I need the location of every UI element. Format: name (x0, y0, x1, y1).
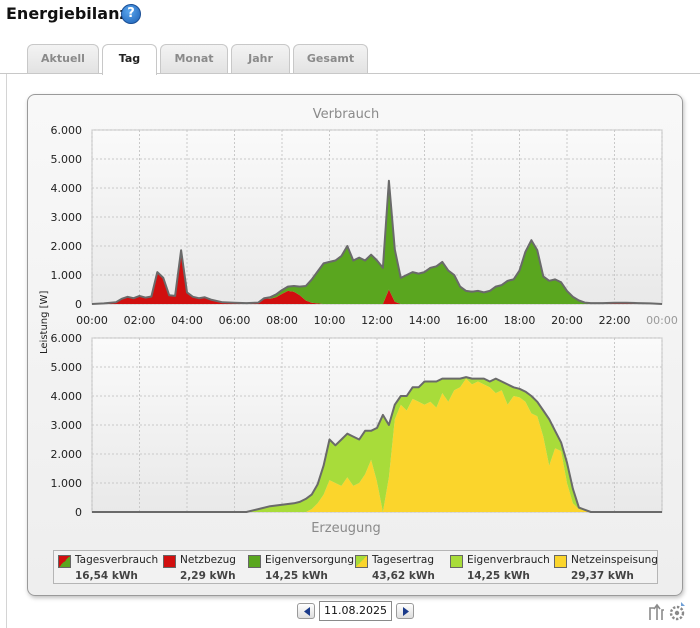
y-tick-label: 1.000 (51, 477, 83, 490)
date-field[interactable]: 11.08.2025 (319, 601, 392, 621)
x-tick-label: 14:00 (409, 314, 441, 327)
x-tick-label: 04:00 (171, 314, 203, 327)
prev-day-button[interactable] (297, 603, 315, 619)
legend-label: Eigenverbrauch (467, 554, 550, 566)
x-tick-label: 16:00 (456, 314, 488, 327)
x-tick-label: 22:00 (599, 314, 631, 327)
legend-label: Tagesverbrauch (75, 554, 159, 566)
legend-swatch-netzeinspeisung (554, 555, 567, 568)
next-day-button[interactable] (396, 603, 414, 619)
legend-item-eigenversorgung: Eigenversorgung 14,25 kWh (244, 551, 354, 585)
triangle-left-icon (304, 607, 310, 616)
y-tick-label: 4.000 (51, 182, 83, 195)
legend-swatch-tagesverbrauch (58, 555, 71, 568)
y-tick-label: 0 (75, 506, 82, 519)
y-tick-label: 3.000 (51, 419, 83, 432)
x-tick-label: 18:00 (504, 314, 536, 327)
legend-label: Eigenversorgung (265, 554, 354, 566)
legend-value: 2,29 kWh (180, 570, 236, 582)
y-tick-label: 1.000 (51, 269, 83, 282)
y-tick-label: 5.000 (51, 361, 83, 374)
legend-swatch-eigenversorgung (248, 555, 261, 568)
x-tick-label: 08:00 (266, 314, 298, 327)
area-netzeinspeisung (92, 378, 662, 512)
tab-jahr[interactable]: Jahr (231, 44, 290, 74)
production-chart-title: Erzeugung (311, 521, 381, 536)
tab-tag[interactable]: Tag (102, 44, 157, 75)
legend-swatch-tagesertrag (355, 555, 368, 568)
area-eigenversorgung (92, 180, 662, 304)
consumption-chart-title: Verbrauch (313, 107, 379, 122)
legend-swatch-eigenverbrauch (450, 555, 463, 568)
export-icon[interactable] (649, 603, 664, 620)
tab-divider (0, 73, 700, 74)
x-tick-label: 06:00 (219, 314, 251, 327)
y-tick-label: 2.000 (51, 240, 83, 253)
legend-label: Tagesertrag (372, 554, 435, 566)
y-axis-label: Leistung [W] (39, 291, 50, 354)
legend-label: Netzbezug (180, 554, 236, 566)
legend-item-tagesertrag: Tagesertrag 43,62 kWh (351, 551, 446, 585)
triangle-right-icon (403, 607, 409, 616)
x-tick-label: 20:00 (551, 314, 583, 327)
x-tick-label: 00:00 (76, 314, 108, 327)
y-tick-label: 6.000 (51, 332, 83, 345)
area-netzbezug (92, 250, 662, 304)
legend-swatch-netzbezug (163, 555, 176, 568)
y-tick-label: 2.000 (51, 448, 83, 461)
y-tick-label: 3.000 (51, 211, 83, 224)
legend-item-tagesverbrauch: Tagesverbrauch 16,54 kWh (54, 551, 158, 585)
y-tick-label: 5.000 (51, 153, 83, 166)
y-tick-label: 4.000 (51, 390, 83, 403)
legend-item-netzeinspeisung: Netzeinspeisung 29,37 kWh (550, 551, 658, 585)
settings-icon[interactable] (669, 602, 685, 621)
legend-label: Netzeinspeisung (571, 554, 658, 566)
area-eigenverbrauch (92, 377, 662, 512)
help-icon[interactable]: ? (121, 4, 141, 24)
production-chart: 0 1.000 2.000 3.000 4.000 5.000 6.000 (51, 332, 663, 519)
corner-icons (649, 602, 685, 621)
x-tick-label: 10:00 (314, 314, 346, 327)
y-tick-label: 0 (75, 298, 82, 311)
legend: Tagesverbrauch 16,54 kWh Netzbezug 2,29 … (53, 550, 658, 584)
legend-item-netzbezug: Netzbezug 2,29 kWh (159, 551, 259, 585)
legend-value: 29,37 kWh (571, 570, 634, 582)
legend-value: 14,25 kWh (467, 570, 530, 582)
consumption-chart: 0 1.000 2.000 3.000 4.000 5.000 6.000 00:00 02:0… (51, 124, 678, 327)
legend-value: 16,54 kWh (75, 570, 138, 582)
y-tick-label: 6.000 (51, 124, 83, 137)
page-title: Energiebilanz (6, 4, 129, 23)
x-tick-label: 02:00 (124, 314, 156, 327)
legend-value: 43,62 kWh (372, 570, 435, 582)
tab-monat[interactable]: Monat (160, 44, 228, 74)
legend-item-eigenverbrauch: Eigenverbrauch 14,25 kWh (446, 551, 551, 585)
tab-gesamt[interactable]: Gesamt (293, 44, 368, 74)
total-line (91, 179, 663, 305)
legend-value: 14,25 kWh (265, 570, 328, 582)
x-tick-label: 12:00 (361, 314, 393, 327)
tab-aktuell[interactable]: Aktuell (27, 44, 99, 74)
x-tick-label: 00:00 (646, 314, 678, 327)
total-line (92, 376, 662, 513)
